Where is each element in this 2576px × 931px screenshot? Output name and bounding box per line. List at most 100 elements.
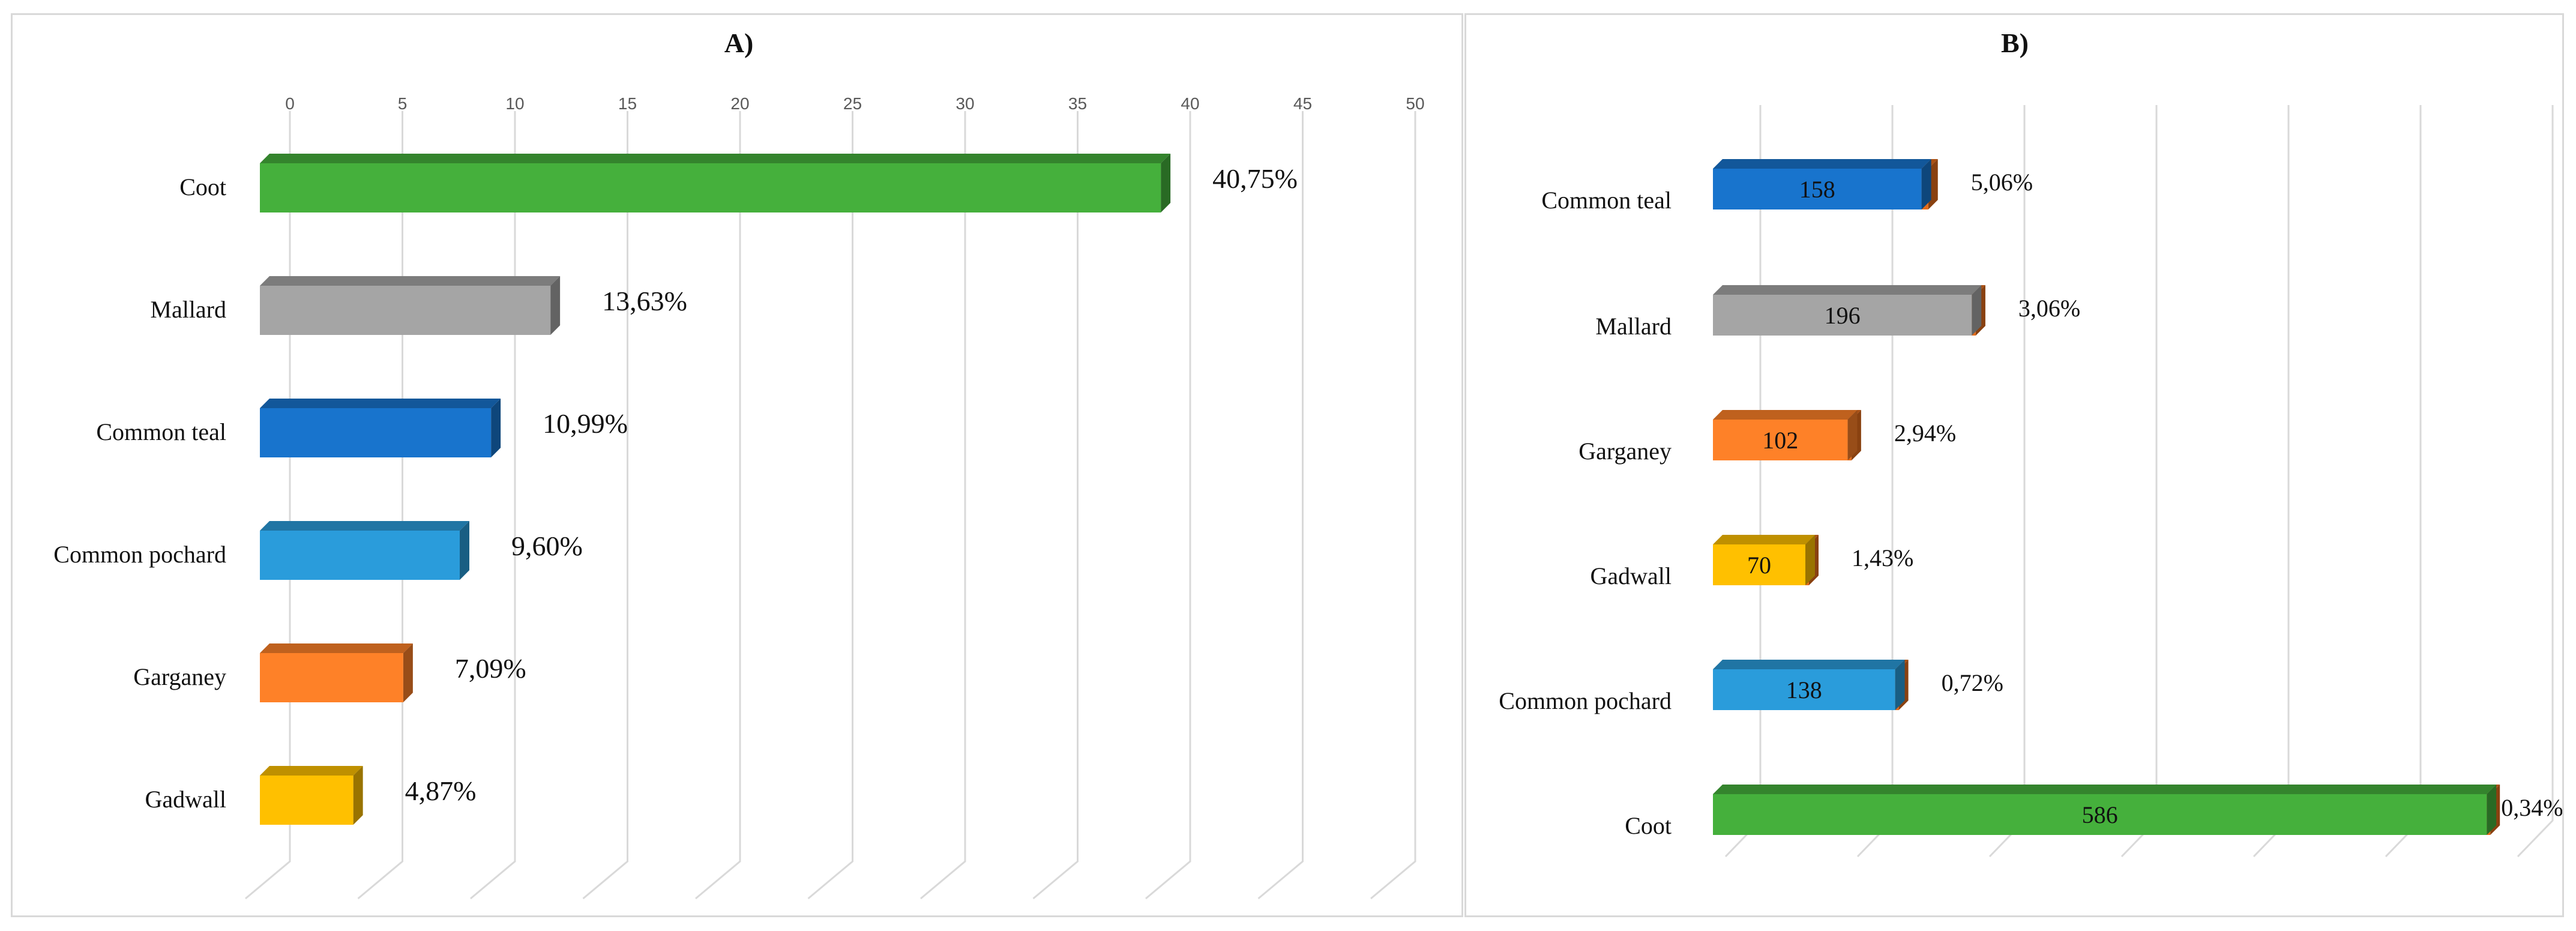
chart-b-title: B) — [2001, 28, 2029, 58]
chart-a-tick-label: 20 — [730, 94, 749, 113]
chart-a-data-label: 9,60% — [511, 531, 583, 561]
chart-a-bar — [260, 643, 413, 702]
chart-b-percent-label: 5,06% — [1971, 169, 2033, 196]
chart-b-bar-top — [1713, 285, 1982, 295]
chart-a-gridline — [1145, 111, 1191, 900]
chart-a-gridline — [1257, 111, 1304, 900]
chart-a-bar-front — [260, 163, 1161, 212]
chart-a-gridline — [807, 111, 853, 900]
chart-a-bar-side — [1161, 154, 1171, 212]
chart-a-tick-label: 45 — [1293, 94, 1312, 113]
chart-a-tick-label: 40 — [1181, 94, 1199, 113]
chart-a-bar-top — [260, 643, 413, 653]
chart-a-bar-front — [260, 286, 551, 335]
chart-a-tick-label: 50 — [1406, 94, 1424, 113]
chart-b-percent-label: 0,34% — [2501, 794, 2562, 821]
chart-a-tick-label: 25 — [843, 94, 862, 113]
chart-a-tick-label: 10 — [505, 94, 524, 113]
chart-a-bar-front — [260, 531, 460, 580]
chart-b-count-label: 102 — [1762, 427, 1798, 454]
chart-a-bar — [260, 399, 501, 457]
chart-b-bar-top — [1713, 785, 2497, 794]
chart-b-percent-label: 1,43% — [1852, 544, 1913, 571]
chart-a-tick-label: 5 — [398, 94, 408, 113]
chart-a-category-label: Mallard — [150, 296, 226, 323]
chart-b-bar-front — [1713, 794, 2487, 835]
chart-a-category-label: Garganey — [133, 663, 226, 690]
chart-b-bar-top — [1713, 535, 1815, 544]
chart-b-bar-side — [1805, 535, 1815, 585]
chart-a-svg: A) 0 5 10 15 20 25 30 35 40 45 50 Coot 40,75% Mallard 1… — [53, 28, 1425, 900]
chart-a-bar — [260, 276, 561, 335]
chart-b-bar — [1713, 159, 1931, 209]
chart-b-gridline — [2385, 105, 2422, 858]
chart-a-title: A) — [724, 28, 754, 58]
chart-b-gridline — [2252, 105, 2290, 858]
chart-b-bar — [1713, 410, 1858, 460]
chart-a-bar-side — [491, 399, 501, 457]
chart-a-category-label: Coot — [179, 173, 226, 200]
chart-b-bar-top — [1713, 660, 1905, 669]
chart-a-gridline — [920, 111, 966, 900]
chart-b-count-label: 586 — [2082, 801, 2118, 828]
chart-a-category-label: Common pochard — [53, 541, 226, 568]
chart-b-category-label: Mallard — [1595, 313, 1672, 340]
chart-b-svg: B) 158 5,06% Common teal 196 3,06% Mallard 102 2… — [1499, 28, 2562, 858]
chart-b-bar-front — [1713, 295, 1972, 336]
chart-a-bar-top — [260, 154, 1171, 163]
chart-a-gridline — [357, 111, 403, 900]
chart-a-bar-side — [353, 766, 363, 825]
chart-b-bar — [1713, 535, 1815, 585]
chart-b-category-label: Coot — [1625, 812, 1672, 839]
chart-b-gridline — [2517, 105, 2554, 858]
chart-a-bar-side — [460, 521, 469, 580]
chart-a-gridline — [695, 111, 741, 900]
chart-b-category-label: Common teal — [1541, 187, 1672, 214]
chart-a-bar-top — [260, 521, 469, 531]
chart-a-bar — [260, 154, 1171, 212]
chart-a-gridline — [470, 111, 516, 900]
chart-b-bar-front — [1713, 669, 1895, 710]
chart-b-count-label: 196 — [1825, 302, 1861, 329]
chart-b-gridline — [1856, 105, 1894, 858]
chart-a-gridline — [1032, 111, 1079, 900]
chart-b-bar-side — [2487, 785, 2497, 835]
chart-a-gridline — [245, 111, 291, 900]
chart-b-percent-label: 0,72% — [1942, 669, 2003, 696]
chart-a-data-label: 13,63% — [602, 286, 687, 316]
chart-a-bar — [260, 766, 363, 825]
chart-b-bar-side — [1972, 285, 1982, 336]
chart-b-percent-label: 2,94% — [1894, 420, 1956, 447]
chart-a-gridline — [1370, 111, 1416, 900]
chart-a-tick-label: 15 — [618, 94, 637, 113]
chart-a-data-label: 10,99% — [543, 408, 628, 439]
chart-panel-b: B) 158 5,06% Common teal 196 3,06% Mallard 102 2… — [1464, 13, 2564, 917]
chart-a-bar-side — [550, 276, 561, 335]
chart-b-gridline — [2120, 105, 2158, 858]
chart-b-bar — [1713, 285, 1982, 336]
chart-b-gridline — [1988, 105, 2026, 858]
chart-b-count-label: 138 — [1786, 676, 1822, 704]
chart-b-bar-front — [1713, 544, 1805, 585]
chart-b-bar-top — [1713, 159, 1931, 169]
chart-a-bar-front — [260, 776, 354, 825]
chart-a-data-label: 40,75% — [1212, 163, 1298, 194]
chart-a-bar-top — [260, 399, 501, 408]
chart-a-bar-side — [403, 643, 413, 702]
chart-b-bar — [1713, 785, 2497, 835]
chart-a-bar-top — [260, 766, 363, 776]
chart-a-data-label: 7,09% — [455, 653, 526, 684]
chart-b-category-label: Garganey — [1578, 438, 1672, 465]
chart-b-bar-front — [1713, 169, 1922, 209]
chart-b-category-label: Common pochard — [1499, 687, 1672, 714]
chart-a-gridline — [582, 111, 628, 900]
chart-a-category-label: Gadwall — [145, 786, 226, 813]
chart-b-bar-front — [1713, 420, 1848, 460]
chart-b-bar — [1713, 660, 1905, 710]
chart-b-bar-side — [1921, 159, 1931, 209]
chart-a-data-label: 4,87% — [405, 776, 477, 806]
chart-a-tick-label: 35 — [1068, 94, 1087, 113]
chart-b-gridline — [1724, 105, 1762, 858]
chart-a-category-label: Common teal — [96, 418, 226, 445]
chart-b-category-label: Gadwall — [1590, 562, 1672, 589]
